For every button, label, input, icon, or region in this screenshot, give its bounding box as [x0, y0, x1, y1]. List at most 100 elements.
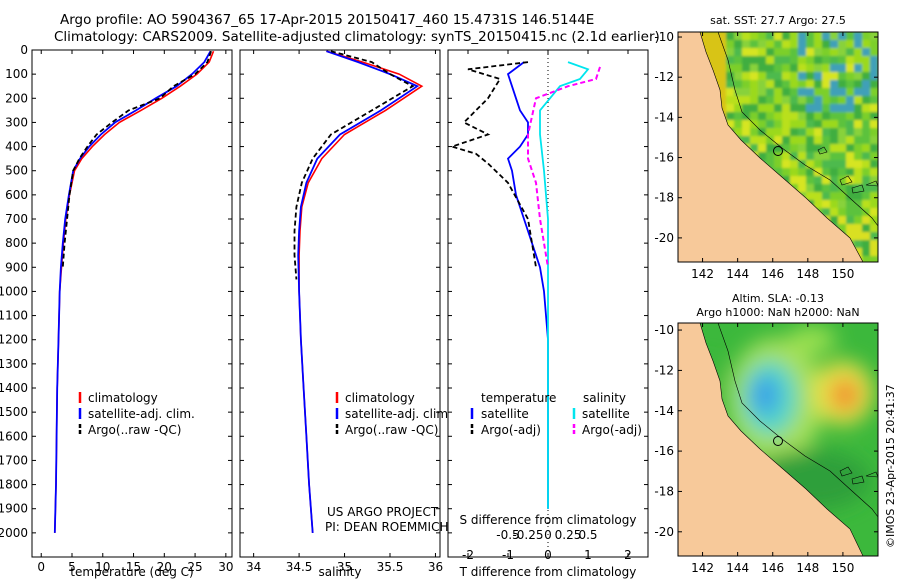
lat-tick-label: -12: [654, 363, 674, 377]
depth-tick-label: 500: [5, 164, 28, 178]
lat-tick-label: -10: [654, 30, 674, 44]
depth-tick-label: 700: [5, 212, 28, 226]
lat-tick-label: -20: [654, 231, 674, 245]
lon-tick-label: 142: [691, 561, 714, 575]
lon-tick-label: 148: [796, 561, 819, 575]
x-tick-label: 0: [37, 560, 45, 574]
figure-title-line1: Argo profile: AO 5904367_65 17-Apr-2015 …: [60, 12, 594, 28]
temperature-legend: climatology satellite-adj. clim. Argo(..…: [78, 391, 195, 437]
sst-map-ticks: -10 -12 -14 -16 -18 -20 142 144 146 148 150: [654, 30, 878, 281]
lon-tick-label: 142: [691, 267, 714, 281]
salinity-depth-ticks: [240, 49, 440, 534]
temperature-axis-label: temperature (deg C): [70, 565, 193, 579]
imos-stamp: ©IMOS 23-Apr-2015 20:41:37: [884, 384, 897, 548]
argo-float-marker: [773, 146, 783, 156]
depth-tick-label: 1500: [0, 405, 28, 419]
legend-label-argo: Argo(..raw -QC): [88, 423, 181, 437]
x-tick-label: 34.5: [286, 560, 313, 574]
sla-map-frame: [677, 322, 879, 557]
lat-tick-label: -16: [654, 444, 674, 458]
x-tick-label: -2: [462, 548, 474, 562]
lon-tick-label: 150: [831, 561, 854, 575]
depth-tick-label: 1400: [0, 381, 28, 395]
depth-tick-label: 2000: [0, 526, 28, 540]
s-tick-label: 0.25: [555, 528, 582, 542]
legend-title-temperature: temperature: [481, 391, 556, 405]
sla-reef-outlines: [839, 466, 878, 485]
x-tick-label: 35: [337, 560, 352, 574]
depth-tick-label: 200: [5, 91, 28, 105]
sla-map-title-line1: Altim. SLA: -0.13: [732, 292, 824, 305]
pi-note: PI: DEAN ROEMMICH: [325, 520, 448, 534]
depth-axis-ticks: 0 100 200 300 400 500 600 700 800 900 1000 1100 1200…: [0, 43, 232, 540]
temperature-panel: 0100200300400500600700800900100011001200…: [0, 43, 233, 579]
x-tick-label: 5: [68, 560, 76, 574]
s-tick-label: -0.25: [512, 528, 543, 542]
lon-tick-label: 146: [761, 561, 784, 575]
sla-map-ticks: -10 -12 -14 -16 -18 -20 142 144 146 148 150: [654, 323, 878, 575]
x-tick-label: 36: [428, 560, 443, 574]
legend-title-salinity: salinity: [583, 391, 626, 405]
sst-map-frame: [677, 31, 879, 263]
depth-tick-label: 900: [5, 260, 28, 274]
x-tick-label: 35.5: [377, 560, 404, 574]
depth-tick-label: 400: [5, 140, 28, 154]
lon-tick-label: 150: [831, 267, 854, 281]
series-s-argo: [527, 66, 601, 268]
x-tick-label: 1: [584, 548, 592, 562]
sst-land-mass: [678, 32, 864, 262]
sst-map-title: sat. SST: 27.7 Argo: 27.5: [710, 14, 846, 27]
x-tick-label: 20: [157, 560, 172, 574]
x-tick-label: 10: [95, 560, 110, 574]
legend-label-argo: Argo(..raw -QC): [345, 423, 438, 437]
salinity-panel: 34 34.5 35 35.5 36 salinity climatology sate…: [239, 49, 452, 579]
s-difference-label: S difference from climatology: [460, 513, 637, 527]
sla-map-title-line2: Argo h1000: NaN h2000: NaN: [696, 306, 859, 319]
t-difference-label: T difference from climatology: [459, 565, 637, 579]
legend-label-climatology: climatology: [88, 391, 158, 405]
sst-map-panel: sat. SST: 27.7 Argo: 27.5 -10-12-14-16-1…: [654, 14, 879, 281]
difference-legend: temperature satellite Argo(-adj) salinit…: [470, 391, 642, 437]
series-argo: [293, 50, 415, 280]
salinity-axis-label: salinity: [318, 565, 361, 579]
salinity-axes-box: [239, 49, 441, 558]
lat-tick-label: -10: [654, 323, 674, 337]
depth-tick-label: 100: [5, 67, 28, 81]
s-tick-label: 0.5: [578, 528, 597, 542]
difference-depth-ticks: [448, 49, 648, 534]
salinity-legend: climatology satellite-adj. clim. Argo(..…: [335, 391, 452, 437]
lon-tick-label: 144: [726, 561, 749, 575]
difference-series: [449, 61, 601, 509]
lat-tick-label: -18: [654, 484, 674, 498]
legend-label-climatology: climatology: [345, 391, 415, 405]
depth-tick-label: 1600: [0, 429, 28, 443]
series-satellite-adj: [297, 50, 420, 533]
temperature-series: [53, 50, 215, 533]
x-tick-label: 25: [187, 560, 202, 574]
lat-tick-label: -16: [654, 151, 674, 165]
depth-tick-label: 1800: [0, 478, 28, 492]
argo-float-marker-sla: [773, 436, 783, 446]
lat-tick-label: -14: [654, 404, 674, 418]
sla-land-mass: [678, 323, 864, 556]
lat-tick-label: -20: [654, 525, 674, 539]
x-tick-label: -1: [502, 548, 514, 562]
lon-tick-label: 144: [726, 267, 749, 281]
figure-title-line2: Climatology: CARS2009. Satellite-adjuste…: [54, 29, 660, 45]
legend-label-satellite: satellite-adj. clim.: [345, 407, 452, 421]
depth-tick-label: 1900: [0, 502, 28, 516]
depth-tick-label: 1200: [0, 333, 28, 347]
legend-label-satellite: satellite-adj. clim.: [88, 407, 195, 421]
depth-tick-label: 1300: [0, 357, 28, 371]
series-t-argo: [449, 61, 537, 268]
legend-label-s-argo: Argo(-adj): [582, 423, 642, 437]
lon-tick-label: 148: [796, 267, 819, 281]
depth-tick-label: 1100: [0, 309, 28, 323]
lat-tick-label: -14: [654, 110, 674, 124]
legend-label-t-argo: Argo(-adj): [481, 423, 541, 437]
temperature-axis-ticks: 0 5 10 15 20 25 30: [37, 50, 233, 574]
lat-tick-label: -18: [654, 191, 674, 205]
salinity-axis-ticks: 34 34.5 35 35.5 36: [246, 50, 443, 574]
s-tick-label: -0.5: [496, 528, 519, 542]
